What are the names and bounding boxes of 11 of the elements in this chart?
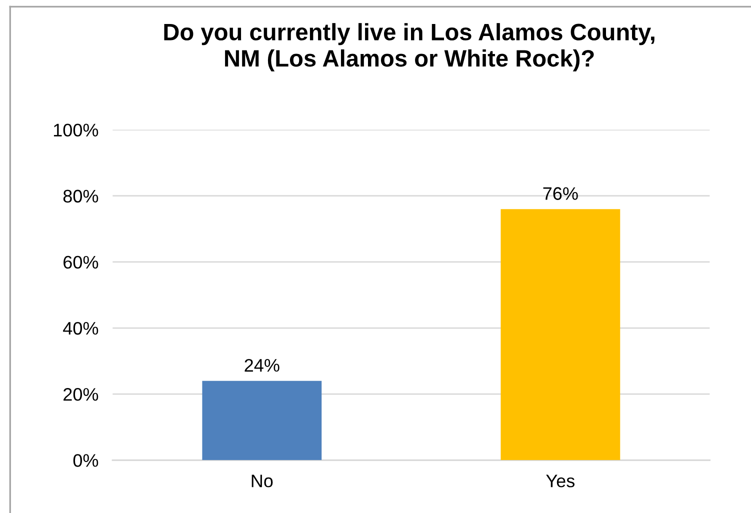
x-tick-label: No (252, 474, 273, 488)
y-tick-label: 80% (63, 190, 98, 203)
chart-title: Do you currently live in Los Alamos County, NM (Los Alamos or White Rock)? (164, 23, 654, 72)
x-tick-label: Yes (546, 474, 575, 488)
y-tick-label: 60% (64, 256, 98, 269)
y-tick-label: 0% (73, 454, 98, 467)
data-label: 76% (543, 187, 578, 200)
y-tick-label: 20% (64, 388, 98, 401)
data-label: 24% (244, 358, 280, 372)
y-tick-label: 100% (54, 124, 98, 137)
y-tick-label: 40% (63, 322, 98, 335)
